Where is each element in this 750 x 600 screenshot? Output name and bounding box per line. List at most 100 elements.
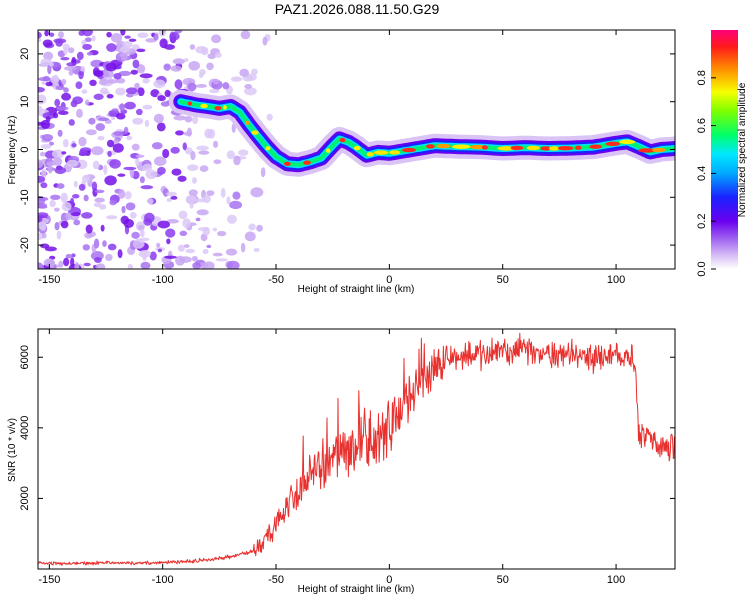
- noise-speckle: [137, 87, 145, 97]
- 0-ytick-label: 0: [19, 146, 31, 152]
- noise-speckle: [88, 117, 96, 125]
- noise-speckle: [39, 151, 46, 157]
- noise-speckle: [93, 238, 100, 249]
- noise-speckle: [189, 201, 194, 209]
- noise-speckle: [57, 129, 63, 137]
- noise-speckle: [120, 52, 128, 61]
- noise-speckle: [51, 149, 65, 159]
- noise-speckle: [177, 244, 185, 252]
- noise-speckle: [157, 95, 166, 102]
- ridge-peak: [187, 101, 192, 106]
- noise-speckle: [71, 143, 77, 148]
- noise-speckle: [79, 149, 88, 156]
- ridge-peak: [436, 143, 451, 149]
- noise-speckle: [138, 250, 152, 258]
- noise-speckle: [185, 147, 193, 155]
- ridge-peak: [651, 147, 666, 153]
- 1-ytick-label: 4000: [19, 416, 31, 440]
- ridge-peak: [373, 150, 389, 155]
- noise-speckle: [119, 103, 125, 112]
- noise-speckle: [89, 79, 97, 87]
- noise-speckle: [248, 223, 256, 231]
- noise-speckle: [196, 209, 209, 216]
- noise-speckle: [125, 87, 138, 95]
- noise-speckle: [81, 212, 93, 219]
- noise-speckle: [178, 210, 188, 220]
- noise-speckle: [70, 100, 78, 108]
- noise-speckle: [38, 86, 45, 93]
- noise-speckle: [175, 130, 184, 136]
- background-noise-speckles: [38, 30, 273, 269]
- 1-xtick-label: 100: [607, 574, 625, 586]
- noise-speckle: [187, 82, 197, 92]
- spectrogram-x-label: Height of straight line (km): [298, 284, 415, 295]
- noise-speckle: [70, 211, 81, 217]
- noise-speckle: [183, 244, 190, 248]
- noise-speckle: [190, 150, 196, 161]
- noise-speckle: [211, 34, 222, 44]
- ridge-peaks: [187, 101, 666, 167]
- noise-speckle: [113, 139, 119, 145]
- noise-speckle: [63, 87, 69, 94]
- noise-speckle: [171, 168, 182, 176]
- noise-speckle: [61, 151, 67, 155]
- noise-speckle: [240, 242, 246, 253]
- noise-speckle: [53, 207, 60, 212]
- noise-speckle: [38, 31, 42, 39]
- noise-speckle: [256, 224, 263, 232]
- noise-speckle: [145, 38, 157, 43]
- noise-speckle: [110, 33, 123, 43]
- noise-speckle: [188, 60, 200, 71]
- noise-speckle: [56, 230, 62, 240]
- noise-speckle: [111, 116, 116, 120]
- noise-speckle: [106, 79, 119, 84]
- noise-speckle: [164, 255, 177, 259]
- noise-speckle: [214, 52, 222, 58]
- 0-xtick-label: -100: [152, 274, 174, 286]
- noise-speckle: [49, 199, 56, 208]
- 0-xtick-label: 100: [607, 274, 625, 286]
- noise-speckle: [244, 231, 256, 242]
- noise-speckle: [60, 220, 69, 229]
- noise-speckle: [38, 38, 42, 42]
- noise-speckle: [153, 33, 159, 41]
- chart-title: PAZ1.2026.088.11.50.G29: [275, 1, 440, 17]
- noise-speckle: [45, 81, 53, 87]
- noise-speckle: [70, 197, 75, 206]
- noise-speckle: [95, 263, 106, 269]
- noise-speckle: [92, 160, 100, 170]
- ridge-peak: [540, 146, 552, 151]
- 0-ytick-label: -10: [19, 189, 31, 205]
- noise-speckle: [99, 204, 107, 210]
- colorbar-label: Normalized spectral amplitude: [737, 82, 748, 217]
- noise-speckle: [44, 30, 49, 37]
- noise-speckle: [156, 242, 161, 248]
- noise-speckle: [105, 253, 113, 261]
- noise-speckle: [153, 156, 167, 167]
- noise-speckle: [81, 39, 87, 46]
- noise-speckle: [38, 215, 43, 224]
- noise-speckle: [38, 94, 47, 105]
- noise-speckle: [38, 202, 48, 209]
- noise-speckle: [245, 73, 257, 81]
- ridge-peak: [245, 120, 250, 125]
- ridge-peak: [575, 145, 582, 150]
- noise-speckle: [166, 191, 178, 197]
- noise-speckle: [132, 59, 140, 69]
- noise-speckle: [135, 156, 140, 167]
- colorbar-ticks: 0.0 0.2 0.4 0.6 0.8: [696, 70, 716, 277]
- noise-speckle: [106, 43, 117, 52]
- noise-speckle: [124, 191, 132, 200]
- noise-speckle: [74, 261, 80, 269]
- ridge-peak: [451, 144, 471, 149]
- noise-speckle: [103, 164, 108, 175]
- noise-speckle: [238, 149, 249, 156]
- noise-speckle: [86, 51, 94, 56]
- noise-speckle: [124, 101, 136, 110]
- noise-speckle: [182, 218, 191, 229]
- noise-speckle: [42, 112, 56, 120]
- noise-speckle: [111, 108, 119, 112]
- noise-speckle: [83, 262, 91, 267]
- noise-speckle: [124, 35, 131, 39]
- noise-speckle: [91, 35, 96, 42]
